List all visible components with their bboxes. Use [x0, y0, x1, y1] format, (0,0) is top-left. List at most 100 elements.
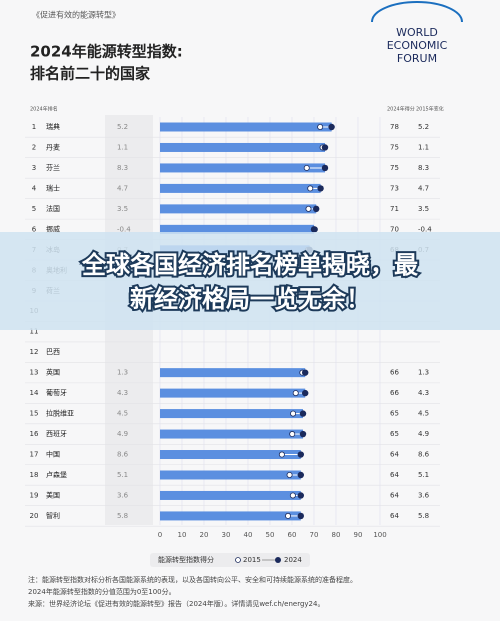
country: 葡萄牙: [46, 388, 67, 397]
score-value: 64: [390, 512, 399, 520]
change-label: 5.8: [117, 512, 128, 520]
banner-band: [0, 232, 500, 330]
bar: [160, 490, 301, 500]
dot-2024: [297, 471, 304, 479]
title-line: 2024年能源转型指数:: [30, 43, 183, 61]
change-label: 4.9: [117, 430, 128, 438]
x-tick-label: 50: [266, 531, 275, 539]
dot-2024: [299, 410, 307, 417]
bar: [160, 163, 325, 173]
change-value: 1.3: [418, 369, 429, 377]
dot-2024: [302, 389, 309, 397]
x-tick-label: 40: [244, 531, 253, 539]
report-tag: 《促进有效的能源转型》: [32, 10, 120, 20]
dot-2015: [305, 205, 312, 212]
score-value: 66: [390, 369, 399, 377]
banner-text: 新经济格局一览无余！: [130, 285, 370, 313]
logo-arc: [371, 1, 463, 23]
rank: 2: [32, 143, 36, 151]
dot-2015: [317, 124, 324, 131]
country: 中国: [46, 450, 60, 459]
rank: 3: [32, 164, 36, 172]
country: 法国: [46, 204, 60, 213]
x-tick-label: 20: [200, 531, 209, 539]
dot-2015: [289, 431, 296, 438]
bar: [160, 142, 325, 152]
change-value: 4.3: [418, 389, 429, 397]
country: 智利: [46, 511, 60, 520]
logo-text: ECONOMIC: [387, 39, 448, 52]
change-label: 8.3: [117, 164, 128, 172]
rank: 4: [32, 184, 37, 192]
dot-2024: [299, 430, 307, 438]
rank: 5: [32, 205, 36, 213]
dot-2015: [286, 471, 293, 478]
change-label: 1.1: [117, 143, 128, 151]
score-value: 66: [390, 389, 399, 397]
bar: [160, 204, 317, 214]
score-value: 65: [390, 430, 399, 438]
bar: [160, 122, 332, 132]
change-value: 1.1: [418, 143, 429, 151]
dot-2024: [321, 144, 329, 151]
country: 芬兰: [46, 163, 60, 172]
rank: 1: [32, 123, 36, 131]
country: 瑞士: [46, 183, 60, 192]
dot-2024: [313, 205, 320, 213]
change-value: 3.6: [418, 491, 430, 499]
bar: [160, 470, 301, 480]
change-value: 4.5: [418, 410, 429, 418]
score-value: 64: [390, 491, 399, 499]
legend-item: 2015: [243, 556, 261, 564]
rank: 18: [30, 471, 39, 479]
country: 拉脱维亚: [46, 409, 74, 418]
dot-2015: [292, 390, 299, 397]
column-header: 2024年得分: [387, 106, 415, 113]
change-value: 5.1: [418, 471, 429, 479]
bar: [160, 368, 306, 378]
rank: 16: [30, 430, 39, 438]
change-value: 5.2: [418, 123, 429, 131]
legend-box: [150, 553, 310, 567]
dot-2015: [290, 410, 297, 417]
logo-text: WORLD: [396, 26, 438, 39]
column-header: 2015年变化: [416, 106, 444, 113]
x-tick-label: 60: [288, 531, 297, 539]
x-tick-label: 10: [178, 531, 187, 539]
logo-text: FORUM: [397, 52, 437, 65]
change-value: 5.8: [418, 512, 429, 520]
change-value: -0.4: [418, 225, 432, 233]
score-value: 75: [390, 143, 399, 151]
rank: 14: [30, 389, 39, 397]
dot-2024: [297, 451, 304, 458]
legend-item: 2024: [284, 556, 302, 564]
change-label: 5.2: [117, 123, 128, 131]
rank: 12: [30, 348, 39, 356]
x-tick-label: 80: [332, 531, 341, 539]
rank: 20: [30, 512, 39, 520]
x-tick-label: 30: [222, 531, 231, 539]
change-label: -0.4: [117, 225, 131, 233]
dot-2024: [317, 185, 324, 192]
change-value: 4.9: [418, 430, 429, 438]
change-label: 8.6: [117, 451, 129, 459]
dot-2015: [289, 492, 296, 499]
change-label: 4.3: [117, 389, 128, 397]
score-value: 65: [390, 410, 399, 418]
banner-text: 全球各国经济排名榜单揭晓，最: [81, 251, 419, 279]
note: 来源：世界经济论坛《促进有效的能源转型》报告（2024年版）。详情请见wef.c…: [28, 599, 324, 608]
country: 瑞典: [46, 122, 60, 131]
rank: 11: [30, 328, 39, 336]
country: 卢森堡: [46, 470, 67, 479]
rank: 13: [30, 369, 39, 377]
dot-2024: [297, 492, 304, 499]
bar: [160, 224, 314, 234]
dot-2024: [297, 512, 304, 520]
bar: [160, 429, 303, 439]
change-label: 5.1: [117, 471, 128, 479]
country: 英国: [46, 368, 60, 377]
x-tick-label: 0: [158, 531, 162, 539]
dot-2015: [285, 512, 292, 519]
change-value: 8.6: [418, 451, 430, 459]
